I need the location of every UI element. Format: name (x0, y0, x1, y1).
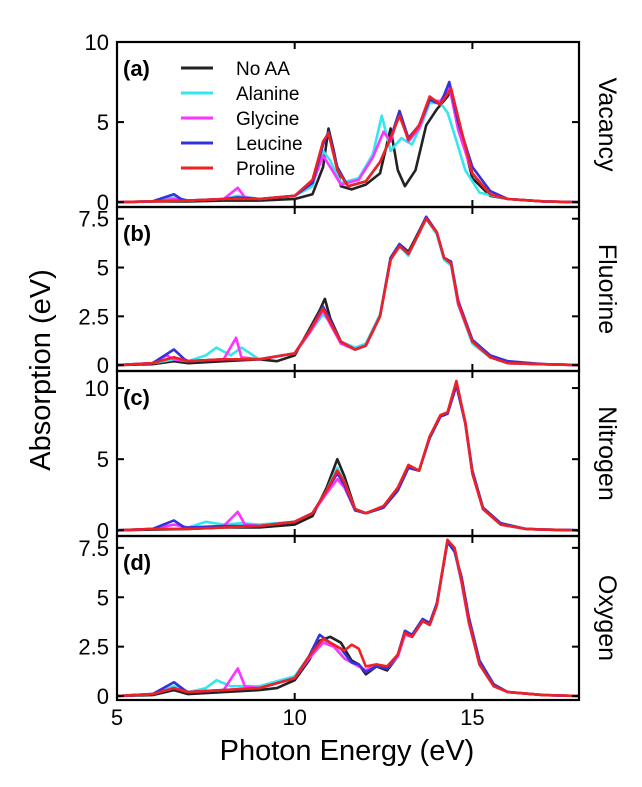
legend-label-proline: Proline (236, 159, 295, 180)
panel-b-ticks: 0 2.5 5 7.5 (78, 207, 579, 378)
panel-c-side-label: Nitrogen (593, 406, 621, 501)
panel-c: 0 5 10 (c) Nitrogen (85, 369, 621, 543)
panel-d-frame (115, 534, 581, 702)
series-c-glycine (117, 383, 579, 532)
panel-a-series (117, 80, 579, 204)
series-c-proline (117, 379, 579, 532)
ytick-label-c-0: 0 (97, 518, 109, 543)
ytick-label-d-2: 5 (97, 585, 109, 610)
panel-a-tag: (a) (123, 56, 150, 81)
series-b-proline (117, 217, 579, 367)
ytick-label-b-3: 7.5 (78, 207, 109, 232)
ytick-label-d-0: 0 (97, 684, 109, 709)
series-d-leucine (117, 540, 579, 698)
ytick-label-c-1: 5 (97, 447, 109, 472)
legend-label-leucine: Leucine (236, 134, 303, 155)
series-c-leucine (117, 383, 579, 532)
panel-d-side-label: Oxygen (593, 575, 621, 661)
legend-label-no-aa: No AA (236, 59, 290, 80)
series-c-alanine (117, 382, 579, 532)
series-b-alanine (117, 217, 579, 367)
ytick-label-c-2: 10 (85, 376, 109, 401)
panel-a-ticks: 0 5 10 (85, 30, 579, 215)
series-b-leucine (117, 215, 579, 367)
series-b-no-aa (117, 215, 579, 367)
series-a-proline (117, 87, 579, 204)
panel-d-ticks: 0 2.5 5 7.5 5 10 15 (78, 536, 579, 730)
ytick-label-b-2: 5 (97, 256, 109, 281)
y-axis-title: Absorption (eV) (25, 269, 57, 471)
ytick-label-b-1: 2.5 (78, 304, 109, 329)
panel-b: 0 2.5 5 7.5 (b) Fluorine (78, 205, 621, 378)
ytick-label-d-3: 7.5 (78, 536, 109, 561)
ytick-label-a-0: 0 (97, 190, 109, 215)
series-c-no-aa (117, 383, 579, 532)
panel-d-series (117, 538, 579, 698)
x-axis-title: Photon Energy (eV) (220, 735, 475, 767)
legend-label-glycine: Glycine (236, 109, 299, 130)
xtick-label-2: 15 (460, 705, 484, 730)
series-a-glycine (117, 85, 579, 204)
panel-d-tag: (d) (123, 550, 151, 575)
series-d-glycine (117, 540, 579, 698)
xtick-label-0: 5 (111, 705, 123, 730)
series-d-alanine (117, 540, 579, 698)
panel-d: 0 2.5 5 7.5 5 10 15 (d) Oxygen (78, 534, 621, 730)
panel-c-series (117, 379, 579, 532)
legend-label-alanine: Alanine (236, 84, 299, 105)
panel-a: 0 5 10 (a) Vacancy No AA Alanine Glycine L… (85, 30, 621, 215)
ytick-label-d-1: 2.5 (78, 635, 109, 660)
ytick-label-b-0: 0 (97, 353, 109, 378)
panel-c-frame (115, 369, 581, 538)
ytick-label-a-1: 5 (97, 110, 109, 135)
series-b-glycine (117, 215, 579, 367)
series-d-no-aa (117, 538, 579, 698)
ytick-label-a-2: 10 (85, 30, 109, 55)
panel-b-tag: (b) (123, 221, 151, 246)
panel-c-ticks: 0 5 10 (85, 371, 579, 543)
panel-a-side-label: Vacancy (593, 77, 621, 172)
panel-b-side-label: Fluorine (593, 244, 621, 334)
panel-b-series (117, 215, 579, 367)
legend: No AA Alanine Glycine Leucine Proline (181, 59, 303, 180)
xtick-label-1: 10 (282, 705, 306, 730)
panel-c-tag: (c) (123, 385, 150, 410)
series-d-proline (117, 538, 579, 698)
